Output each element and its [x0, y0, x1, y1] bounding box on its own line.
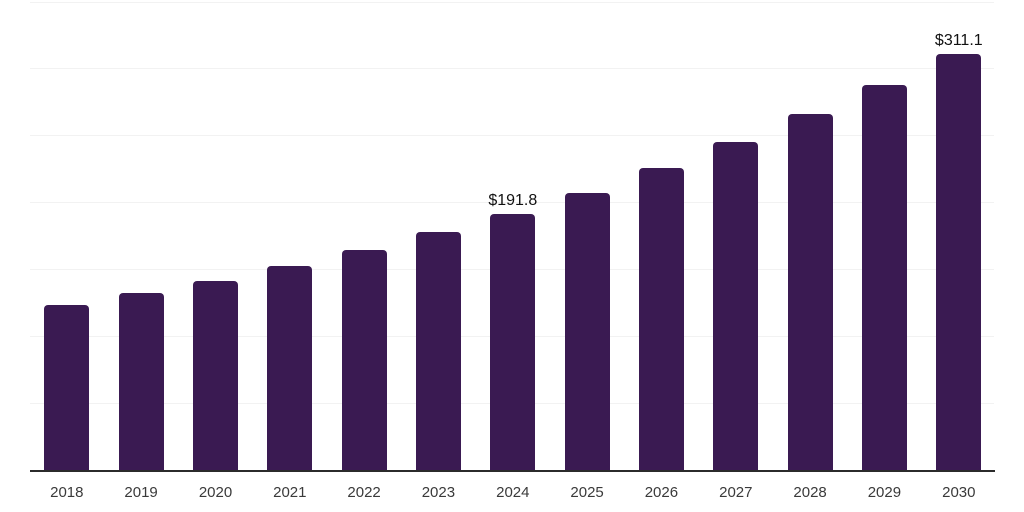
x-tick-label: 2023 [421, 484, 456, 501]
bar-2021 [267, 266, 313, 470]
bar-2030 [936, 54, 982, 470]
bar-2023 [415, 231, 461, 470]
x-tick-label: 2024 [496, 484, 530, 501]
x-tick-label: 2020 [198, 484, 233, 501]
gridline [30, 1, 994, 3]
x-tick-label: 2019 [124, 484, 158, 501]
bar-2029 [861, 85, 907, 470]
x-axis-line [30, 470, 995, 472]
bar-2024 [490, 213, 536, 470]
bar-2018 [44, 304, 90, 470]
bar-2025 [564, 192, 610, 470]
bar-2027 [713, 141, 759, 470]
bar-2019 [118, 293, 164, 470]
x-tick-label: 2028 [793, 484, 827, 501]
value-label: $311.1 [934, 32, 983, 49]
x-tick-label: 2027 [719, 484, 753, 501]
x-tick-label: 2026 [644, 484, 679, 501]
bar-2026 [638, 167, 684, 470]
x-tick-label: 2021 [273, 484, 307, 501]
x-tick-label: 2025 [570, 484, 604, 501]
gridline [30, 68, 994, 70]
bar-2020 [193, 280, 238, 470]
gridline [30, 135, 994, 137]
x-tick-label: 2030 [942, 484, 976, 501]
x-tick-label: 2022 [347, 484, 381, 501]
bar-2022 [341, 249, 387, 470]
gridline [30, 202, 994, 204]
value-label: $191.8 [488, 191, 538, 209]
bar-2028 [787, 113, 833, 470]
x-tick-label: 2029 [867, 484, 902, 501]
x-tick-label: 2018 [50, 484, 84, 501]
